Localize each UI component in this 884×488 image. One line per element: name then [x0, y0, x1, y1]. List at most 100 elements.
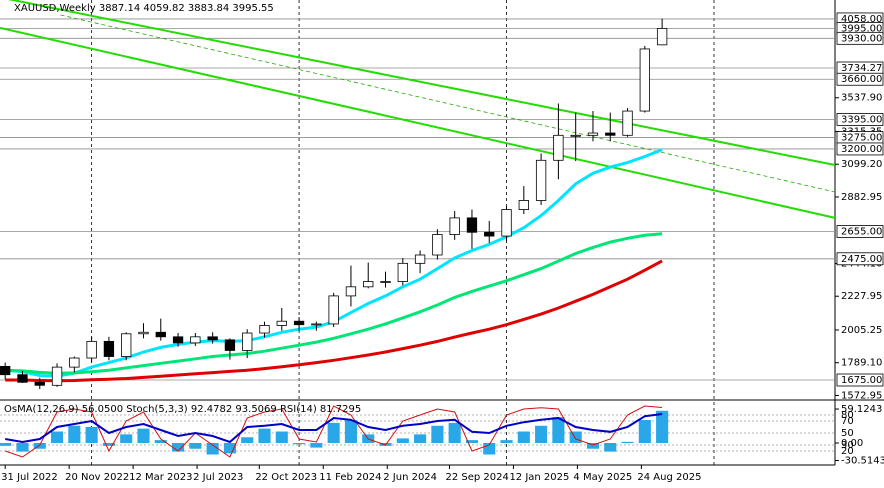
y2-tick-label: 70 — [841, 416, 854, 427]
candle-body — [69, 357, 80, 368]
candle-body — [190, 336, 201, 344]
level-label: 3995.00 — [841, 23, 882, 34]
level-label: 3660.00 — [841, 74, 882, 85]
candle-body — [172, 336, 184, 344]
osma-bar — [172, 443, 185, 452]
osma-bar — [465, 440, 479, 443]
osma-bar — [0, 443, 12, 446]
candle-body — [155, 331, 166, 338]
level-box — [836, 225, 884, 238]
level-box — [836, 112, 884, 126]
candle-body — [51, 366, 63, 386]
osma-bar — [258, 428, 271, 443]
osma-bar — [68, 425, 81, 443]
y-tick-label: 2005.25 — [841, 325, 882, 336]
osma-bar — [206, 443, 219, 455]
y-tick-label: 2227.95 — [841, 291, 882, 302]
osma-bar — [621, 441, 634, 443]
y-tick-label: 0.00 — [841, 438, 863, 449]
osma-bar — [102, 443, 115, 446]
y-tick-label: 1789.10 — [841, 358, 882, 369]
osma-bar — [327, 422, 340, 443]
indicator-line — [5, 405, 663, 458]
candle-body — [207, 336, 218, 341]
level-label: 2655.00 — [841, 227, 882, 238]
y2-tick-label: 80 — [841, 410, 854, 421]
osma-bar — [16, 443, 29, 452]
candle-body — [622, 110, 633, 136]
osma-bar — [310, 443, 323, 448]
y2-tick-label: 20 — [841, 446, 854, 457]
osma-bar — [293, 443, 306, 445]
candle-body — [414, 254, 426, 264]
osma-bar — [120, 434, 133, 443]
candle-body — [293, 320, 305, 326]
candle-body — [535, 159, 547, 201]
candle-body — [17, 374, 28, 383]
level-label: 4058.00 — [841, 14, 882, 25]
y-tick-label: 2882.95 — [841, 192, 882, 203]
osma-bar — [154, 440, 167, 443]
level-label: 2475.00 — [841, 254, 882, 265]
osma-bar — [656, 410, 669, 443]
y-tick-label: 3537.90 — [841, 93, 882, 104]
candle-body — [363, 281, 374, 288]
osma-bar — [431, 425, 444, 443]
y2-tick-label: 30 — [841, 440, 854, 451]
candle-body — [34, 381, 45, 386]
level-box — [836, 252, 884, 266]
y-tick-label: 1572.95 — [841, 390, 882, 401]
osma-bar — [396, 438, 409, 443]
level-label: 1675.00 — [841, 375, 882, 386]
x-tick-label: 12 Jan 2025 — [509, 472, 569, 483]
indicator-line — [5, 413, 663, 444]
candle-body — [656, 28, 668, 46]
candle-body — [432, 234, 443, 256]
candle-body — [639, 48, 650, 112]
osma-bar — [85, 426, 98, 443]
osma-bar — [604, 443, 617, 452]
osma-bar — [223, 443, 236, 454]
osma-bar — [552, 417, 565, 443]
trend-line — [0, 26, 836, 219]
candle-body — [328, 295, 339, 325]
x-tick-label: 4 May 2025 — [573, 472, 632, 483]
osma-bar — [500, 440, 513, 443]
candle-body — [449, 217, 460, 235]
x-tick-label: 31 Jul 2022 — [1, 472, 58, 483]
x-tick-label: 22 Sep 2024 — [445, 472, 508, 483]
candle-body — [518, 200, 529, 210]
osma-bar — [517, 431, 530, 443]
osma-bar — [535, 425, 548, 443]
candle-body — [103, 340, 115, 357]
osma-bar — [50, 431, 64, 443]
x-tick-label: 12 Mar 2023 — [129, 472, 192, 483]
candle-body — [259, 325, 270, 334]
candle-body — [138, 331, 149, 335]
candle-body — [0, 365, 11, 376]
level-label: 3395.00 — [841, 114, 882, 125]
candle-body — [587, 132, 599, 136]
level-label: 3200.00 — [841, 144, 882, 155]
y2-tick-label: 50 — [841, 428, 854, 439]
moving-average — [5, 232, 663, 375]
candle-body — [570, 134, 581, 137]
candle-body — [466, 217, 478, 233]
osma-bar — [414, 434, 427, 443]
candle-body — [484, 231, 495, 237]
indicator-title: OsMA(12,26,9) 56.0500 Stoch(5,3,3) 92.47… — [4, 404, 361, 415]
candle-body — [380, 281, 391, 283]
osma-bar — [569, 431, 582, 443]
candle-body — [276, 320, 287, 326]
moving-average — [5, 259, 663, 383]
candle-body — [345, 286, 357, 297]
level-box — [836, 72, 884, 86]
x-tick-label: 22 Oct 2023 — [255, 472, 317, 483]
osma-bar — [586, 443, 600, 449]
candle-body — [605, 132, 616, 136]
trend-line — [7, 0, 836, 166]
osma-bar — [638, 420, 651, 443]
level-label: 3930.00 — [841, 33, 882, 44]
osma-bar — [241, 437, 254, 443]
osma-bar — [189, 443, 202, 449]
